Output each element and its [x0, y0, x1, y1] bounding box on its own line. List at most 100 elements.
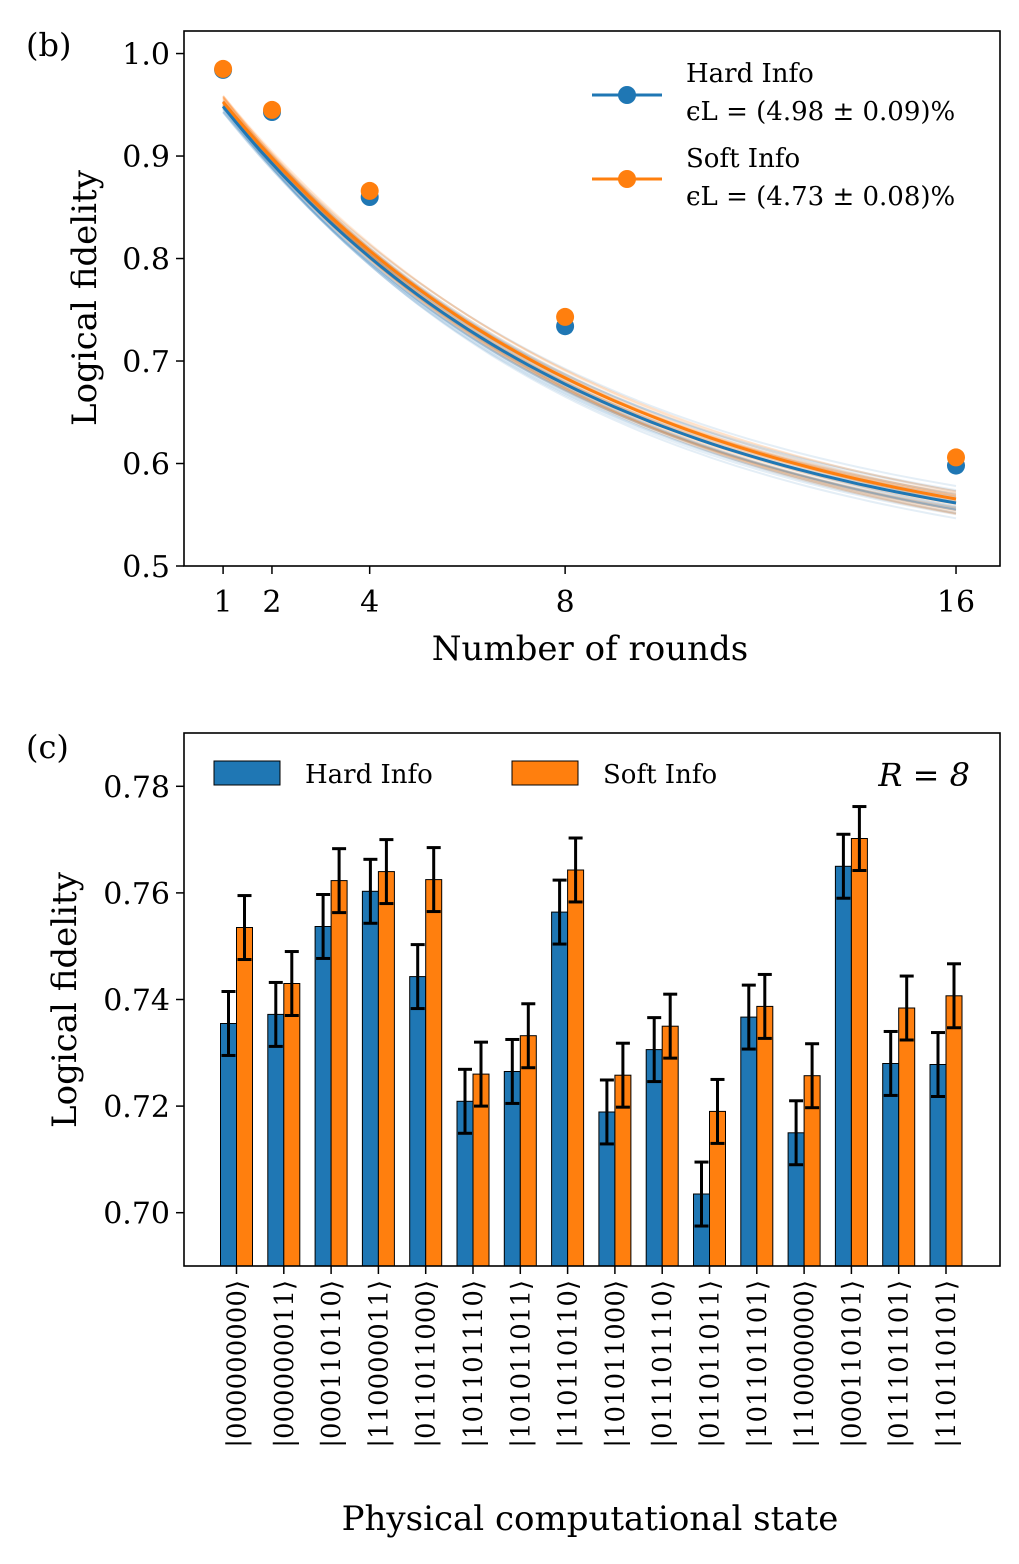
bar-soft-info-1	[283, 983, 301, 1267]
y-tick-label-3: 0.8	[122, 243, 170, 278]
bootstrap-fit-0-4	[222, 107, 957, 511]
bar-soft-info-15	[945, 995, 963, 1267]
panel-b-line-chart: (b) 1 2 4 8 16 0.5 0.6 0.7 0.8 0.9 1.0 Number of …	[26, 26, 1001, 669]
bar-soft-info-11	[756, 1005, 774, 1267]
bar-soft-info-6	[519, 1035, 537, 1267]
x-tick-label-3: |110000011⟩	[364, 1280, 394, 1448]
legend-soft-info-error: ϵL = (4.73 ± 0.08)%	[686, 182, 955, 212]
bootstrap-fit-0-16	[222, 107, 957, 501]
x-tick-label-7: |110110110⟩	[554, 1280, 584, 1448]
bar-hard-info-4	[409, 976, 427, 1267]
bootstrap-fit-0-19	[222, 104, 957, 499]
legend-soft-info-label: Soft Info	[603, 760, 717, 790]
panel-c-label: (c)	[26, 728, 69, 766]
legend-soft-info-label: Soft Info	[686, 144, 800, 174]
x-tick-label-10: |011011011⟩	[696, 1280, 726, 1448]
bar-hard-info-13	[834, 865, 852, 1267]
y-tick-label-4: 0.9	[122, 140, 170, 175]
bootstrap-fit-1-23	[222, 99, 957, 499]
x-tick-label-16: 16	[937, 585, 975, 620]
panel-b-fit-curves	[221, 95, 957, 520]
bar-soft-info-4	[425, 879, 443, 1267]
y-tick-label-2: 0.74	[103, 984, 170, 1019]
panel-b-plot-frame	[183, 30, 1001, 567]
panel-c-bar-chart: (c) 0.700.720.740.760.78 |000000000⟩ |000…	[26, 728, 1001, 1539]
bootstrap-fit-1-2	[222, 97, 957, 498]
panel-c-legend: Hard Info Soft Info	[213, 760, 717, 790]
bootstrap-fit-0-20	[222, 111, 957, 509]
panel-c-y-axis-label: Logical fidelity	[45, 871, 85, 1128]
panel-b-data-points	[214, 59, 965, 475]
bootstrap-fit-1-22	[222, 103, 957, 504]
bootstrap-fit-0-1	[222, 102, 957, 505]
bootstrap-fit-1-21	[222, 104, 957, 494]
bar-hard-info-11	[740, 1016, 758, 1267]
panel-b-label: (b)	[26, 26, 71, 64]
bootstrap-fit-1-7	[222, 100, 957, 500]
x-tick-label-0: |000000000⟩	[223, 1280, 253, 1448]
bar-soft-info-9	[661, 1025, 679, 1267]
panel-c-y-ticks: 0.70 0.72 0.74 0.76 0.78	[103, 770, 184, 1232]
y-tick-label-0: 0.70	[103, 1197, 170, 1232]
x-tick-label-15: |110110101⟩	[932, 1280, 962, 1448]
bar-soft-info-7	[567, 869, 585, 1267]
fit-curve-hard-info	[221, 105, 957, 505]
bar-hard-info-2	[314, 926, 332, 1267]
data-point-soft-info-1	[214, 59, 233, 78]
bootstrap-fit-1-0	[222, 104, 957, 498]
bootstrap-fit-0-11	[222, 111, 957, 512]
bootstrap-fit-0-9	[222, 101, 957, 504]
bootstrap-fit-1-13	[222, 105, 957, 503]
bootstrap-fit-0-23	[222, 102, 957, 508]
x-tick-label-9: |011101110⟩	[648, 1280, 678, 1448]
bootstrap-fit-0-12	[222, 106, 957, 514]
x-tick-label-1: 1	[214, 585, 233, 620]
panel-b-y-axis-label: Logical fidelity	[65, 169, 105, 426]
bootstrap-fit-0-0	[222, 105, 957, 511]
panel-c-x-axis-label: Physical computational state	[342, 1499, 839, 1539]
bootstrap-fit-1-17	[222, 96, 957, 515]
legend-soft-info-marker	[618, 170, 636, 188]
bootstrap-fit-1-19	[222, 96, 957, 502]
x-tick-label-8: 8	[556, 585, 575, 620]
bar-hard-info-0	[220, 1023, 237, 1267]
y-tick-label-0: 0.5	[122, 550, 170, 585]
x-tick-label-4: |011011000⟩	[412, 1280, 442, 1448]
x-tick-label-14: |011101101⟩	[885, 1280, 915, 1448]
fit-curve-soft-info	[221, 100, 957, 501]
bootstrap-fit-0-2	[222, 100, 957, 496]
y-tick-label-5: 1.0	[122, 38, 170, 73]
bootstrap-fit-1-25	[222, 98, 957, 505]
bootstrap-fit-1-9	[222, 97, 957, 493]
bootstrap-fit-0-3	[222, 104, 957, 502]
y-tick-label-4: 0.78	[103, 770, 170, 805]
bootstrap-fit-0-6	[222, 106, 957, 511]
bootstrap-fit-0-25	[222, 111, 957, 492]
bootstrap-fit-1-12	[222, 96, 957, 506]
bootstrap-fit-1-18	[222, 102, 957, 509]
legend-hard-info-label: Hard Info	[305, 760, 433, 790]
panel-c-annotation: R = 8	[877, 756, 970, 794]
bootstrap-fit-0-15	[222, 110, 957, 511]
bar-hard-info-3	[361, 890, 379, 1267]
y-tick-label-2: 0.7	[122, 345, 170, 380]
bootstrap-fit-1-20	[222, 95, 957, 497]
legend-hard-info-swatch	[213, 760, 281, 786]
panel-c-x-ticks: |000000000⟩ |000000011⟩ |000110110⟩ |110000…	[223, 1266, 962, 1448]
data-point-soft-info-8	[556, 307, 575, 326]
bootstrap-fit-1-5	[222, 100, 957, 496]
x-tick-label-8: |101011000⟩	[601, 1280, 631, 1448]
legend-hard-info-label: Hard Info	[686, 59, 814, 89]
legend-soft-info-swatch	[511, 760, 579, 786]
x-tick-label-5: |101101110⟩	[459, 1280, 489, 1448]
x-tick-label-6: |101011011⟩	[506, 1280, 536, 1448]
y-tick-label-1: 0.6	[122, 448, 170, 483]
bootstrap-fit-0-10	[222, 107, 957, 515]
legend-hard-info-marker	[618, 86, 636, 104]
bootstrap-fit-0-5	[222, 102, 957, 508]
bootstrap-fit-1-10	[222, 103, 957, 501]
bar-soft-info-14	[898, 1007, 916, 1267]
bootstrap-fit-0-7	[222, 100, 957, 487]
bootstrap-fit-0-8	[222, 101, 957, 495]
